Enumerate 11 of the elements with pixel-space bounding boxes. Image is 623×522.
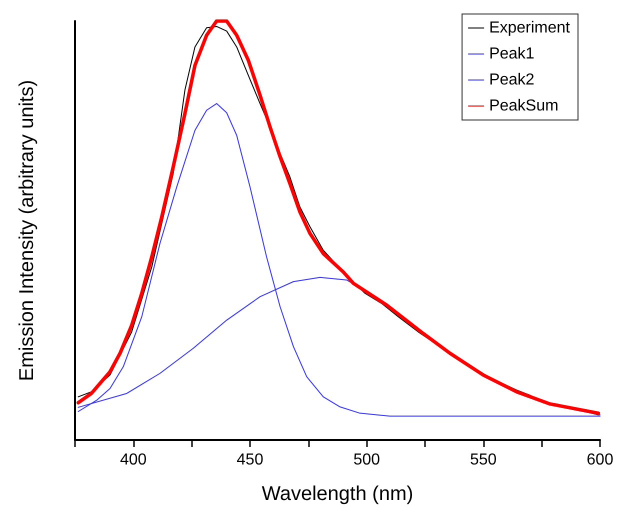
x-tick-label: 500 <box>353 452 380 468</box>
x-tick-label: 550 <box>470 452 497 468</box>
x-tick-label: 400 <box>120 452 147 468</box>
y-axis-title: Emission Intensity (arbitrary units) <box>16 80 38 382</box>
x-axis-title: Wavelength (nm) <box>262 483 414 505</box>
x-tick-label: 600 <box>586 452 614 468</box>
legend-label: Peak1 <box>489 46 535 62</box>
legend-label: Peak2 <box>489 72 535 88</box>
legend-label: Experiment <box>489 20 571 36</box>
x-tick-label: 450 <box>236 452 264 468</box>
legend-label: PeakSum <box>489 98 558 114</box>
